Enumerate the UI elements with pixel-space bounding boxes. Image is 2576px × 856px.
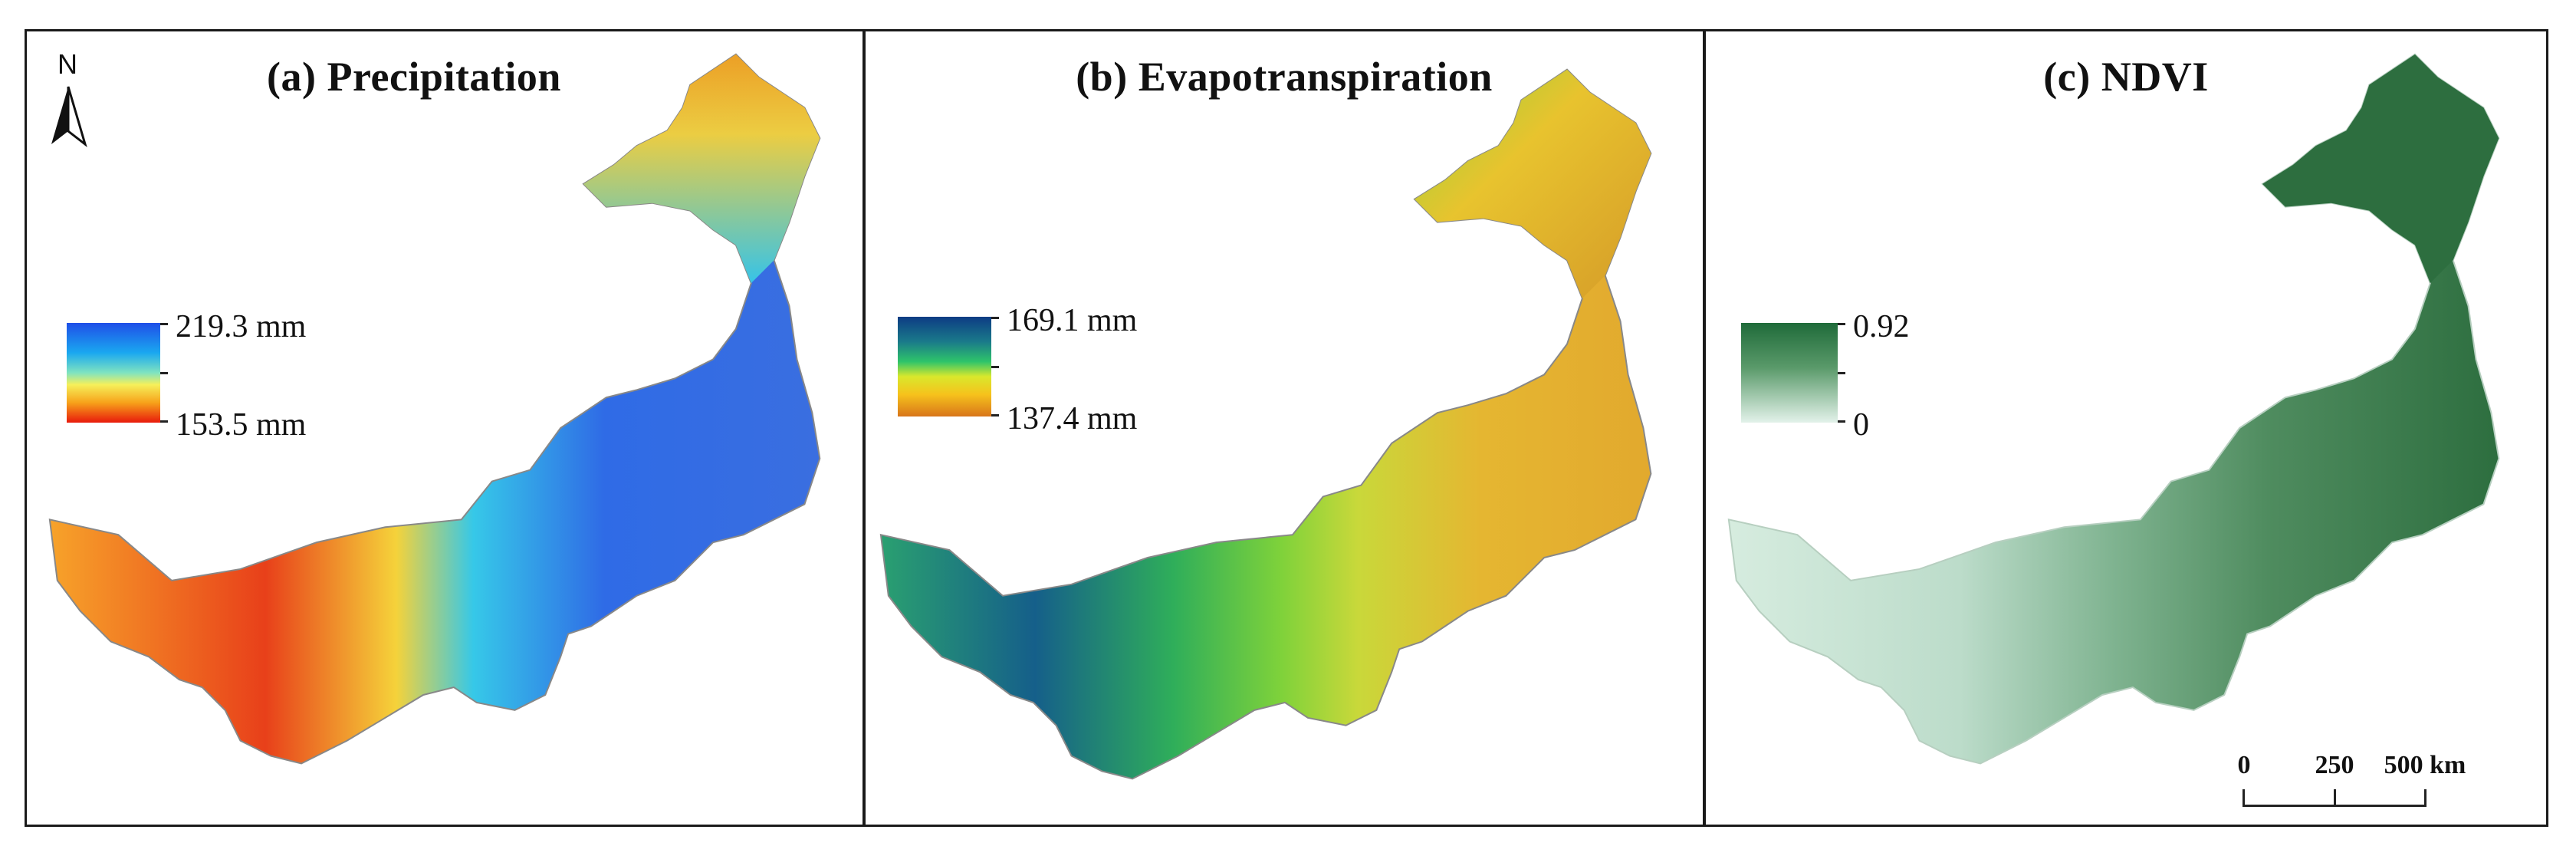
panel-precipitation: (a) Precipitation N 219.3 mm 153.5 mm xyxy=(25,29,865,827)
legend-max-label: 0.92 xyxy=(1853,309,1910,344)
scale-bar: 0 250 500 km xyxy=(2238,751,2466,815)
evapotranspiration-map xyxy=(879,68,1652,780)
scale-tick xyxy=(2424,789,2426,807)
north-letter: N xyxy=(58,48,77,80)
panel-title: (c) NDVI xyxy=(2043,54,2209,100)
scale-tick xyxy=(2334,789,2336,807)
legend: 0.92 0 xyxy=(1741,311,1940,443)
scale-tick xyxy=(2242,789,2245,807)
legend-min-label: 153.5 mm xyxy=(176,407,307,443)
north-arrow-icon xyxy=(51,86,87,148)
legend-min-label: 137.4 mm xyxy=(1007,401,1138,436)
panel-title: (a) Precipitation xyxy=(267,54,561,100)
panel-title: (b) Evapotranspiration xyxy=(1076,54,1493,100)
legend-min-label: 0 xyxy=(1853,407,1869,443)
ndvi-map xyxy=(1727,53,2500,765)
legend: 219.3 mm 153.5 mm xyxy=(67,311,312,443)
legend-color-bar xyxy=(898,317,991,416)
scale-label-500: 500 km xyxy=(2384,751,2466,779)
legend-color-bar xyxy=(1741,323,1838,423)
north-arrow: N xyxy=(45,48,99,156)
legend-max-label: 169.1 mm xyxy=(1007,303,1138,338)
legend-color-bar xyxy=(67,323,160,423)
panel-ndvi: (c) NDVI 0.92 0 0 250 500 km xyxy=(1704,29,2548,827)
legend-max-label: 219.3 mm xyxy=(176,309,307,344)
scale-label-250: 250 xyxy=(2315,751,2354,779)
panel-evapotranspiration: (b) Evapotranspiration 169.1 mm 137.4 mm xyxy=(863,29,1705,827)
scale-label-0: 0 xyxy=(2237,751,2251,779)
region-map-shape xyxy=(1727,53,2500,765)
precipitation-map xyxy=(48,53,821,765)
legend: 169.1 mm 137.4 mm xyxy=(898,305,1143,436)
